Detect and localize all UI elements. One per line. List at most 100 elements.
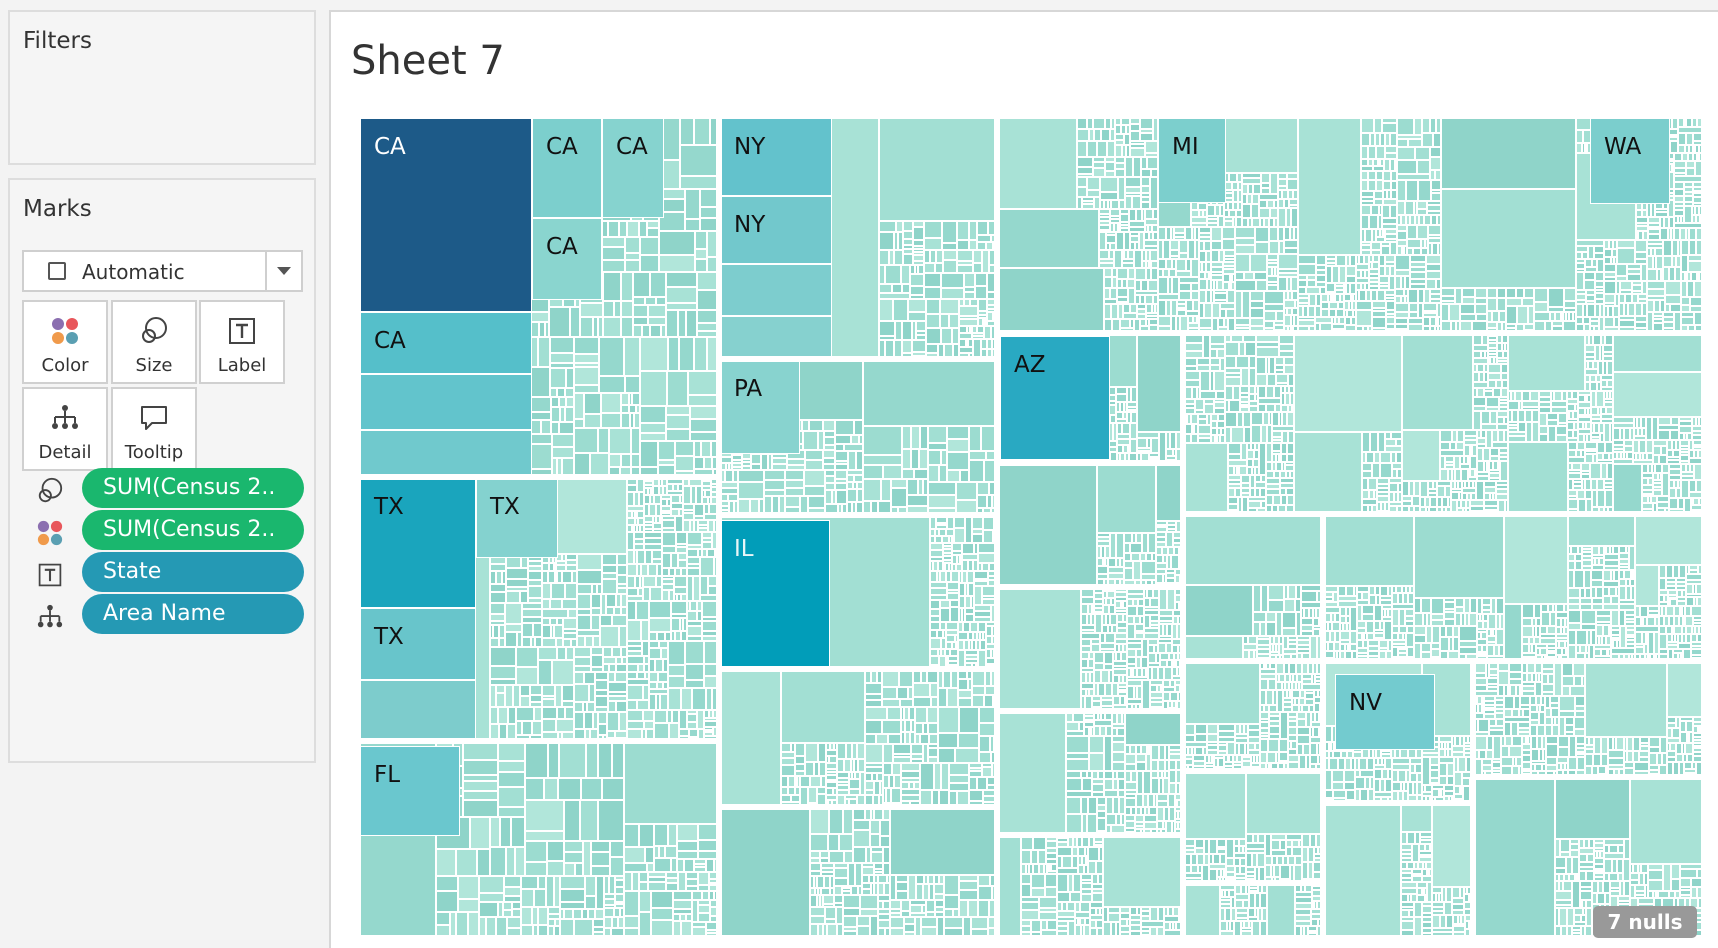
treemap-cell[interactable]: [894, 250, 903, 265]
treemap-cell[interactable]: [463, 800, 498, 817]
treemap-cell[interactable]: [683, 513, 694, 520]
treemap-cell[interactable]: [544, 778, 558, 800]
treemap-cell[interactable]: [1135, 624, 1144, 631]
treemap-cell[interactable]: [931, 697, 938, 707]
treemap-cell[interactable]: [1264, 304, 1284, 311]
treemap-cell[interactable]: [532, 721, 542, 735]
treemap-cell[interactable]: [1158, 760, 1165, 771]
treemap-cell[interactable]: [842, 891, 851, 895]
treemap-cell[interactable]: [1235, 280, 1256, 291]
treemap-cell[interactable]: [1371, 242, 1381, 250]
treemap-cell[interactable]: [1532, 422, 1539, 442]
treemap-cell[interactable]: [957, 221, 969, 240]
treemap-cell[interactable]: [901, 795, 920, 801]
treemap-cell[interactable]: [823, 464, 835, 470]
treemap-cell[interactable]: [824, 437, 835, 445]
treemap-cell[interactable]: [1376, 146, 1385, 159]
treemap-cell[interactable]: [1041, 930, 1057, 936]
treemap-cell[interactable]: [654, 495, 661, 504]
treemap-cell[interactable]: [726, 463, 729, 470]
treemap-cell[interactable]: [604, 908, 614, 917]
treemap-cell[interactable]: [1253, 184, 1261, 194]
treemap-cell[interactable]: [1273, 495, 1281, 505]
treemap-cell[interactable]: [1417, 225, 1428, 239]
treemap-cell[interactable]: [1057, 892, 1070, 902]
treemap-cell[interactable]: [968, 632, 973, 640]
treemap-cell[interactable]: [1681, 240, 1689, 255]
treemap-cell[interactable]: [1525, 410, 1532, 422]
treemap-cell[interactable]: [1590, 463, 1601, 479]
treemap-cell[interactable]: [1420, 481, 1428, 497]
treemap-cell[interactable]: [645, 550, 652, 564]
treemap-cell[interactable]: [804, 486, 825, 496]
treemap-cell[interactable]: [1597, 442, 1605, 453]
treemap-cell[interactable]: [923, 884, 929, 900]
treemap-cell[interactable]: [1383, 171, 1391, 181]
treemap-cell[interactable]: [853, 830, 870, 847]
treemap-cell[interactable]: [1170, 240, 1179, 250]
treemap-cell[interactable]: [835, 420, 854, 435]
treemap-cell[interactable]: [742, 462, 751, 466]
treemap-cell[interactable]: [479, 893, 504, 902]
treemap-cell[interactable]: [1198, 425, 1211, 434]
treemap-cell[interactable]: [1584, 280, 1595, 290]
treemap-cell[interactable]: [795, 743, 805, 756]
treemap-cell[interactable]: [1422, 133, 1433, 147]
treemap-cell[interactable]: [1274, 386, 1281, 398]
treemap-cell[interactable]: [525, 742, 548, 778]
treemap-cell[interactable]: [942, 221, 957, 243]
treemap-cell[interactable]: [1124, 553, 1131, 561]
treemap-cell[interactable]: [681, 688, 692, 710]
treemap-cell[interactable]: [677, 851, 698, 859]
treemap-cell[interactable]: [1413, 248, 1421, 255]
treemap-cell[interactable]: [552, 434, 574, 447]
treemap-cell[interactable]: [913, 249, 924, 252]
treemap-cell[interactable]: [436, 912, 450, 925]
treemap-cell[interactable]: [1235, 238, 1255, 245]
treemap-cell[interactable]: [874, 872, 883, 875]
treemap-cell[interactable]: [629, 405, 636, 413]
treemap-cell[interactable]: [788, 787, 795, 795]
treemap-cell[interactable]: [1522, 298, 1534, 306]
treemap-cell[interactable]: [863, 455, 902, 465]
treemap-cell[interactable]: [520, 696, 530, 707]
treemap-cell[interactable]: [901, 778, 920, 782]
treemap-cell[interactable]: [633, 317, 648, 325]
treemap-cell[interactable]: [880, 820, 890, 836]
treemap-cell[interactable]: [1108, 913, 1120, 922]
treemap-cell[interactable]: [949, 536, 952, 543]
treemap-cell[interactable]: [934, 763, 941, 790]
treemap-cell[interactable]: [1242, 291, 1250, 318]
treemap-cell[interactable]: [1225, 356, 1236, 368]
treemap-cell[interactable]: [649, 601, 671, 618]
treemap-cell[interactable]: [685, 664, 704, 680]
treemap-cell[interactable]: [1198, 203, 1207, 210]
treemap-cell[interactable]: [964, 287, 975, 292]
treemap-cell[interactable]: [929, 884, 934, 900]
treemap-cell[interactable]: [1031, 920, 1041, 932]
treemap-cell[interactable]: [574, 419, 584, 428]
treemap-cell[interactable]: [701, 441, 711, 457]
treemap-cell[interactable]: [1159, 588, 1167, 610]
treemap-cell[interactable]: [947, 452, 969, 470]
treemap-cell[interactable]: [525, 800, 564, 831]
treemap-cell[interactable]: [1021, 850, 1031, 864]
treemap-cell[interactable]: [913, 227, 924, 240]
treemap-cell[interactable]: [882, 720, 901, 734]
treemap-cell[interactable]: [574, 385, 599, 393]
treemap-cell[interactable]: [913, 697, 931, 707]
treemap-cell[interactable]: [1616, 264, 1627, 276]
treemap-cell[interactable]: [692, 927, 706, 936]
treemap-cell[interactable]: [830, 876, 834, 888]
treemap-cell[interactable]: [1426, 264, 1441, 271]
treemap-cell[interactable]: [924, 287, 941, 299]
treemap-cell[interactable]: [1451, 492, 1459, 500]
treemap-cell[interactable]: [1110, 288, 1117, 299]
treemap-cell[interactable]: [940, 314, 949, 328]
treemap-cell[interactable]: [1169, 760, 1176, 770]
treemap-cell[interactable]: [1554, 391, 1562, 401]
treemap-cell[interactable]: [751, 454, 761, 464]
treemap-cell[interactable]: [1158, 316, 1171, 326]
treemap-cell[interactable]: [506, 847, 515, 876]
treemap-cell[interactable]: [918, 479, 923, 495]
